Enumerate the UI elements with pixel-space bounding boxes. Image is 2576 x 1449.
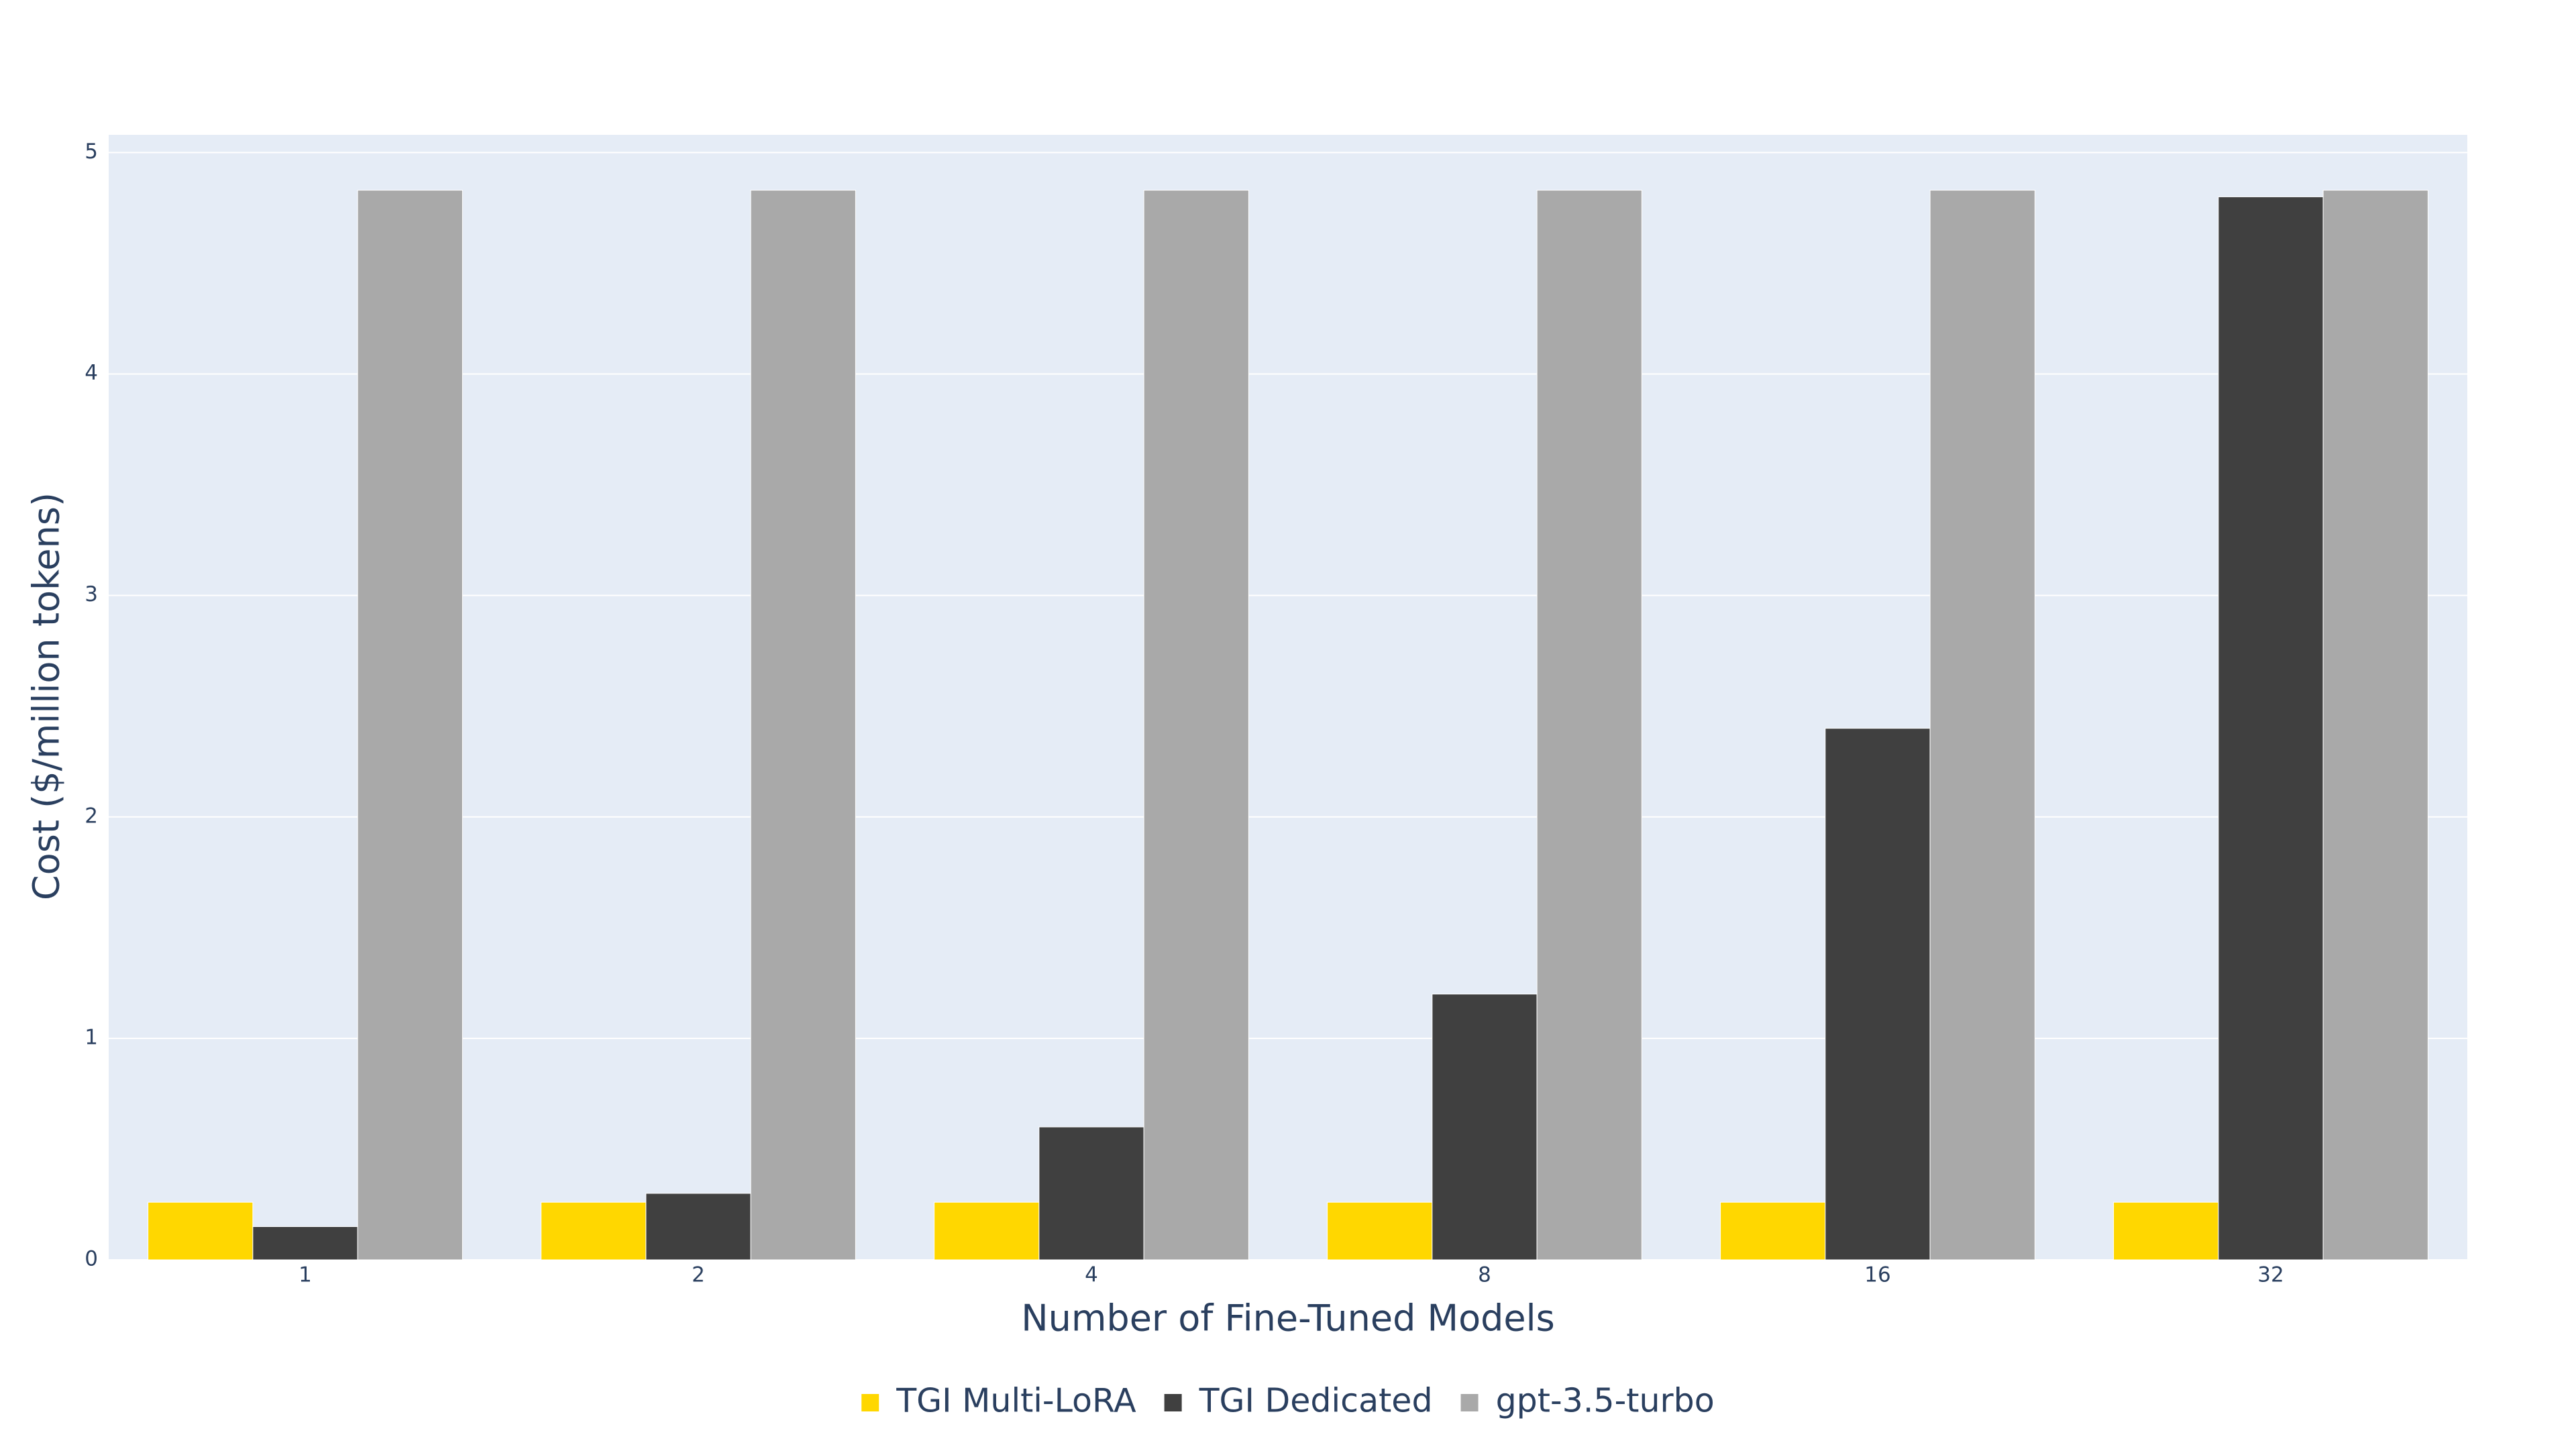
bar — [1929, 190, 2035, 1260]
bar — [934, 1201, 1040, 1260]
y-axis-title: Cost ($/million tokens) — [25, 492, 68, 900]
bar — [2218, 196, 2324, 1260]
legend-text: TGI Multi-LoRA — [896, 1382, 1136, 1420]
bar — [1143, 190, 1249, 1260]
legend-text: TGI Dedicated — [1199, 1382, 1433, 1420]
bar — [148, 1201, 254, 1260]
x-axis-title: Number of Fine-Tuned Models — [1021, 1297, 1555, 1340]
bar — [2322, 190, 2428, 1260]
x-tick-label: 8 — [1478, 1263, 1491, 1287]
legend-marker — [861, 1394, 879, 1411]
legend-text: gpt-3.5-turbo — [1496, 1382, 1715, 1420]
y-tick-label: 4 — [85, 361, 98, 385]
x-tick-label: 4 — [1085, 1263, 1098, 1287]
bar — [1825, 728, 1931, 1260]
bar — [1327, 1201, 1433, 1260]
bar — [2113, 1201, 2219, 1260]
bar — [252, 1226, 358, 1260]
plot-area — [109, 135, 2467, 1260]
bar — [1038, 1126, 1144, 1260]
legend-marker — [1164, 1394, 1182, 1411]
bar — [750, 190, 856, 1260]
x-tick-label: 32 — [2257, 1263, 2284, 1287]
bar — [357, 190, 463, 1260]
legend-marker — [1460, 1394, 1479, 1411]
y-tick-label: 2 — [85, 804, 98, 828]
x-tick-label: 2 — [692, 1263, 705, 1287]
y-tick-label: 0 — [85, 1247, 98, 1271]
bar — [1432, 994, 1538, 1260]
bar — [645, 1193, 751, 1260]
y-tick-label: 3 — [85, 582, 98, 606]
bar — [1720, 1201, 1826, 1260]
x-tick-label: 1 — [299, 1263, 312, 1287]
y-tick-label: 1 — [85, 1025, 98, 1049]
bar — [1536, 190, 1642, 1260]
bar — [541, 1201, 647, 1260]
x-tick-label: 16 — [1864, 1263, 1890, 1287]
y-tick-label: 5 — [85, 140, 98, 164]
